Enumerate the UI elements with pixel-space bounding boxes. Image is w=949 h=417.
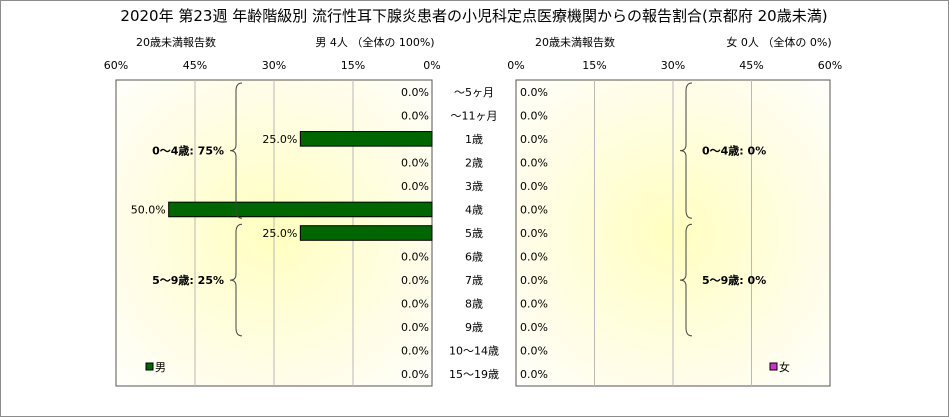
data-label: 0.0%	[520, 109, 548, 122]
chart-title: 2020年 第23週 年齢階級別 流行性耳下腺炎患者の小児科定点医療機関からの報…	[120, 7, 827, 25]
data-label: 0.0%	[520, 345, 548, 358]
data-label: 0.0%	[401, 345, 429, 358]
category-label: 3歳	[465, 180, 483, 193]
category-label: 8歳	[465, 298, 483, 311]
group-label: 5～9歳: 25%	[152, 273, 224, 287]
group-label: 5～9歳: 0%	[702, 273, 766, 287]
legend-swatch	[145, 362, 154, 371]
group-brace	[679, 223, 693, 337]
category-label: 9歳	[465, 321, 483, 334]
data-label: 0.0%	[401, 274, 429, 287]
bar-male	[168, 201, 433, 218]
data-label: 50.0%	[131, 203, 166, 216]
data-label: 0.0%	[401, 321, 429, 334]
female-header: 女 0人 （全体の 0%)	[726, 35, 831, 49]
x-tick-label: 0%	[507, 59, 524, 72]
male-panel: 0% 15% 30% 45% 60% 0.0% 0.0% 25.0% 0.0% 0.0% 50.0%…	[104, 59, 441, 387]
data-label: 0.0%	[520, 156, 548, 169]
data-label: 0.0%	[520, 321, 548, 334]
group-brace	[229, 223, 243, 337]
data-label: 0.0%	[401, 251, 429, 264]
x-tick-label: 15%	[341, 59, 365, 72]
male-header: 男 4人 （全体の 100%)	[315, 35, 434, 49]
data-label: 0.0%	[401, 368, 429, 381]
category-label: 5歳	[465, 227, 483, 240]
data-label: 0.0%	[520, 133, 548, 146]
data-label: 0.0%	[520, 180, 548, 193]
category-labels: ～5ヶ月 ～11ヶ月 1歳 2歳 3歳 4歳 5歳 6歳 7歳 8歳 9歳 10～14歳 15～19歳	[449, 86, 499, 381]
category-label: 6歳	[465, 251, 483, 264]
female-panel: 0% 15% 30% 45% 60% 0.0% 0.0% 0.0% 0.0% 0.0% 0.0% 0.…	[507, 59, 842, 387]
group-brace	[679, 82, 693, 219]
data-label: 0.0%	[520, 274, 548, 287]
group-label: 0～4歳: 0%	[702, 144, 766, 158]
category-label: 7歳	[465, 274, 483, 287]
category-label: 2歳	[465, 156, 483, 169]
x-tick-label: 45%	[739, 59, 763, 72]
data-label: 0.0%	[520, 298, 548, 311]
category-label: ～5ヶ月	[454, 86, 494, 99]
category-label: 1歳	[465, 133, 483, 146]
data-label: 0.0%	[520, 227, 548, 240]
data-label: 0.0%	[520, 203, 548, 216]
x-tick-label: 30%	[262, 59, 286, 72]
legend-label: 女	[779, 360, 790, 374]
legend-swatch	[769, 362, 778, 371]
legend-label: 男	[155, 361, 166, 374]
x-tick-label: 45%	[183, 59, 207, 72]
bar-male	[299, 131, 433, 147]
category-label: ～11ヶ月	[451, 109, 498, 122]
group-brace	[229, 82, 243, 219]
data-label: 0.0%	[520, 368, 548, 381]
x-tick-label: 0%	[423, 59, 440, 72]
x-tick-label: 60%	[104, 59, 128, 72]
x-tick-label: 15%	[582, 59, 606, 72]
bar-male	[299, 225, 433, 241]
data-label: 0.0%	[401, 298, 429, 311]
group-label: 0～4歳: 75%	[152, 144, 224, 158]
data-label: 0.0%	[401, 180, 429, 193]
category-label: 4歳	[465, 203, 483, 216]
data-label: 25.0%	[262, 227, 297, 240]
female-axis-caption: 20歳未満報告数	[535, 36, 615, 49]
data-label: 25.0%	[262, 133, 297, 146]
x-tick-label: 60%	[818, 59, 842, 72]
data-label: 0.0%	[520, 251, 548, 264]
data-label: 0.0%	[520, 86, 548, 99]
x-tick-label: 30%	[661, 59, 685, 72]
category-label: 15～19歳	[449, 368, 499, 381]
data-label: 0.0%	[401, 86, 429, 99]
data-label: 0.0%	[401, 109, 429, 122]
category-label: 10～14歳	[449, 345, 499, 358]
male-axis-caption: 20歳未満報告数	[136, 36, 216, 49]
data-label: 0.0%	[401, 156, 429, 169]
